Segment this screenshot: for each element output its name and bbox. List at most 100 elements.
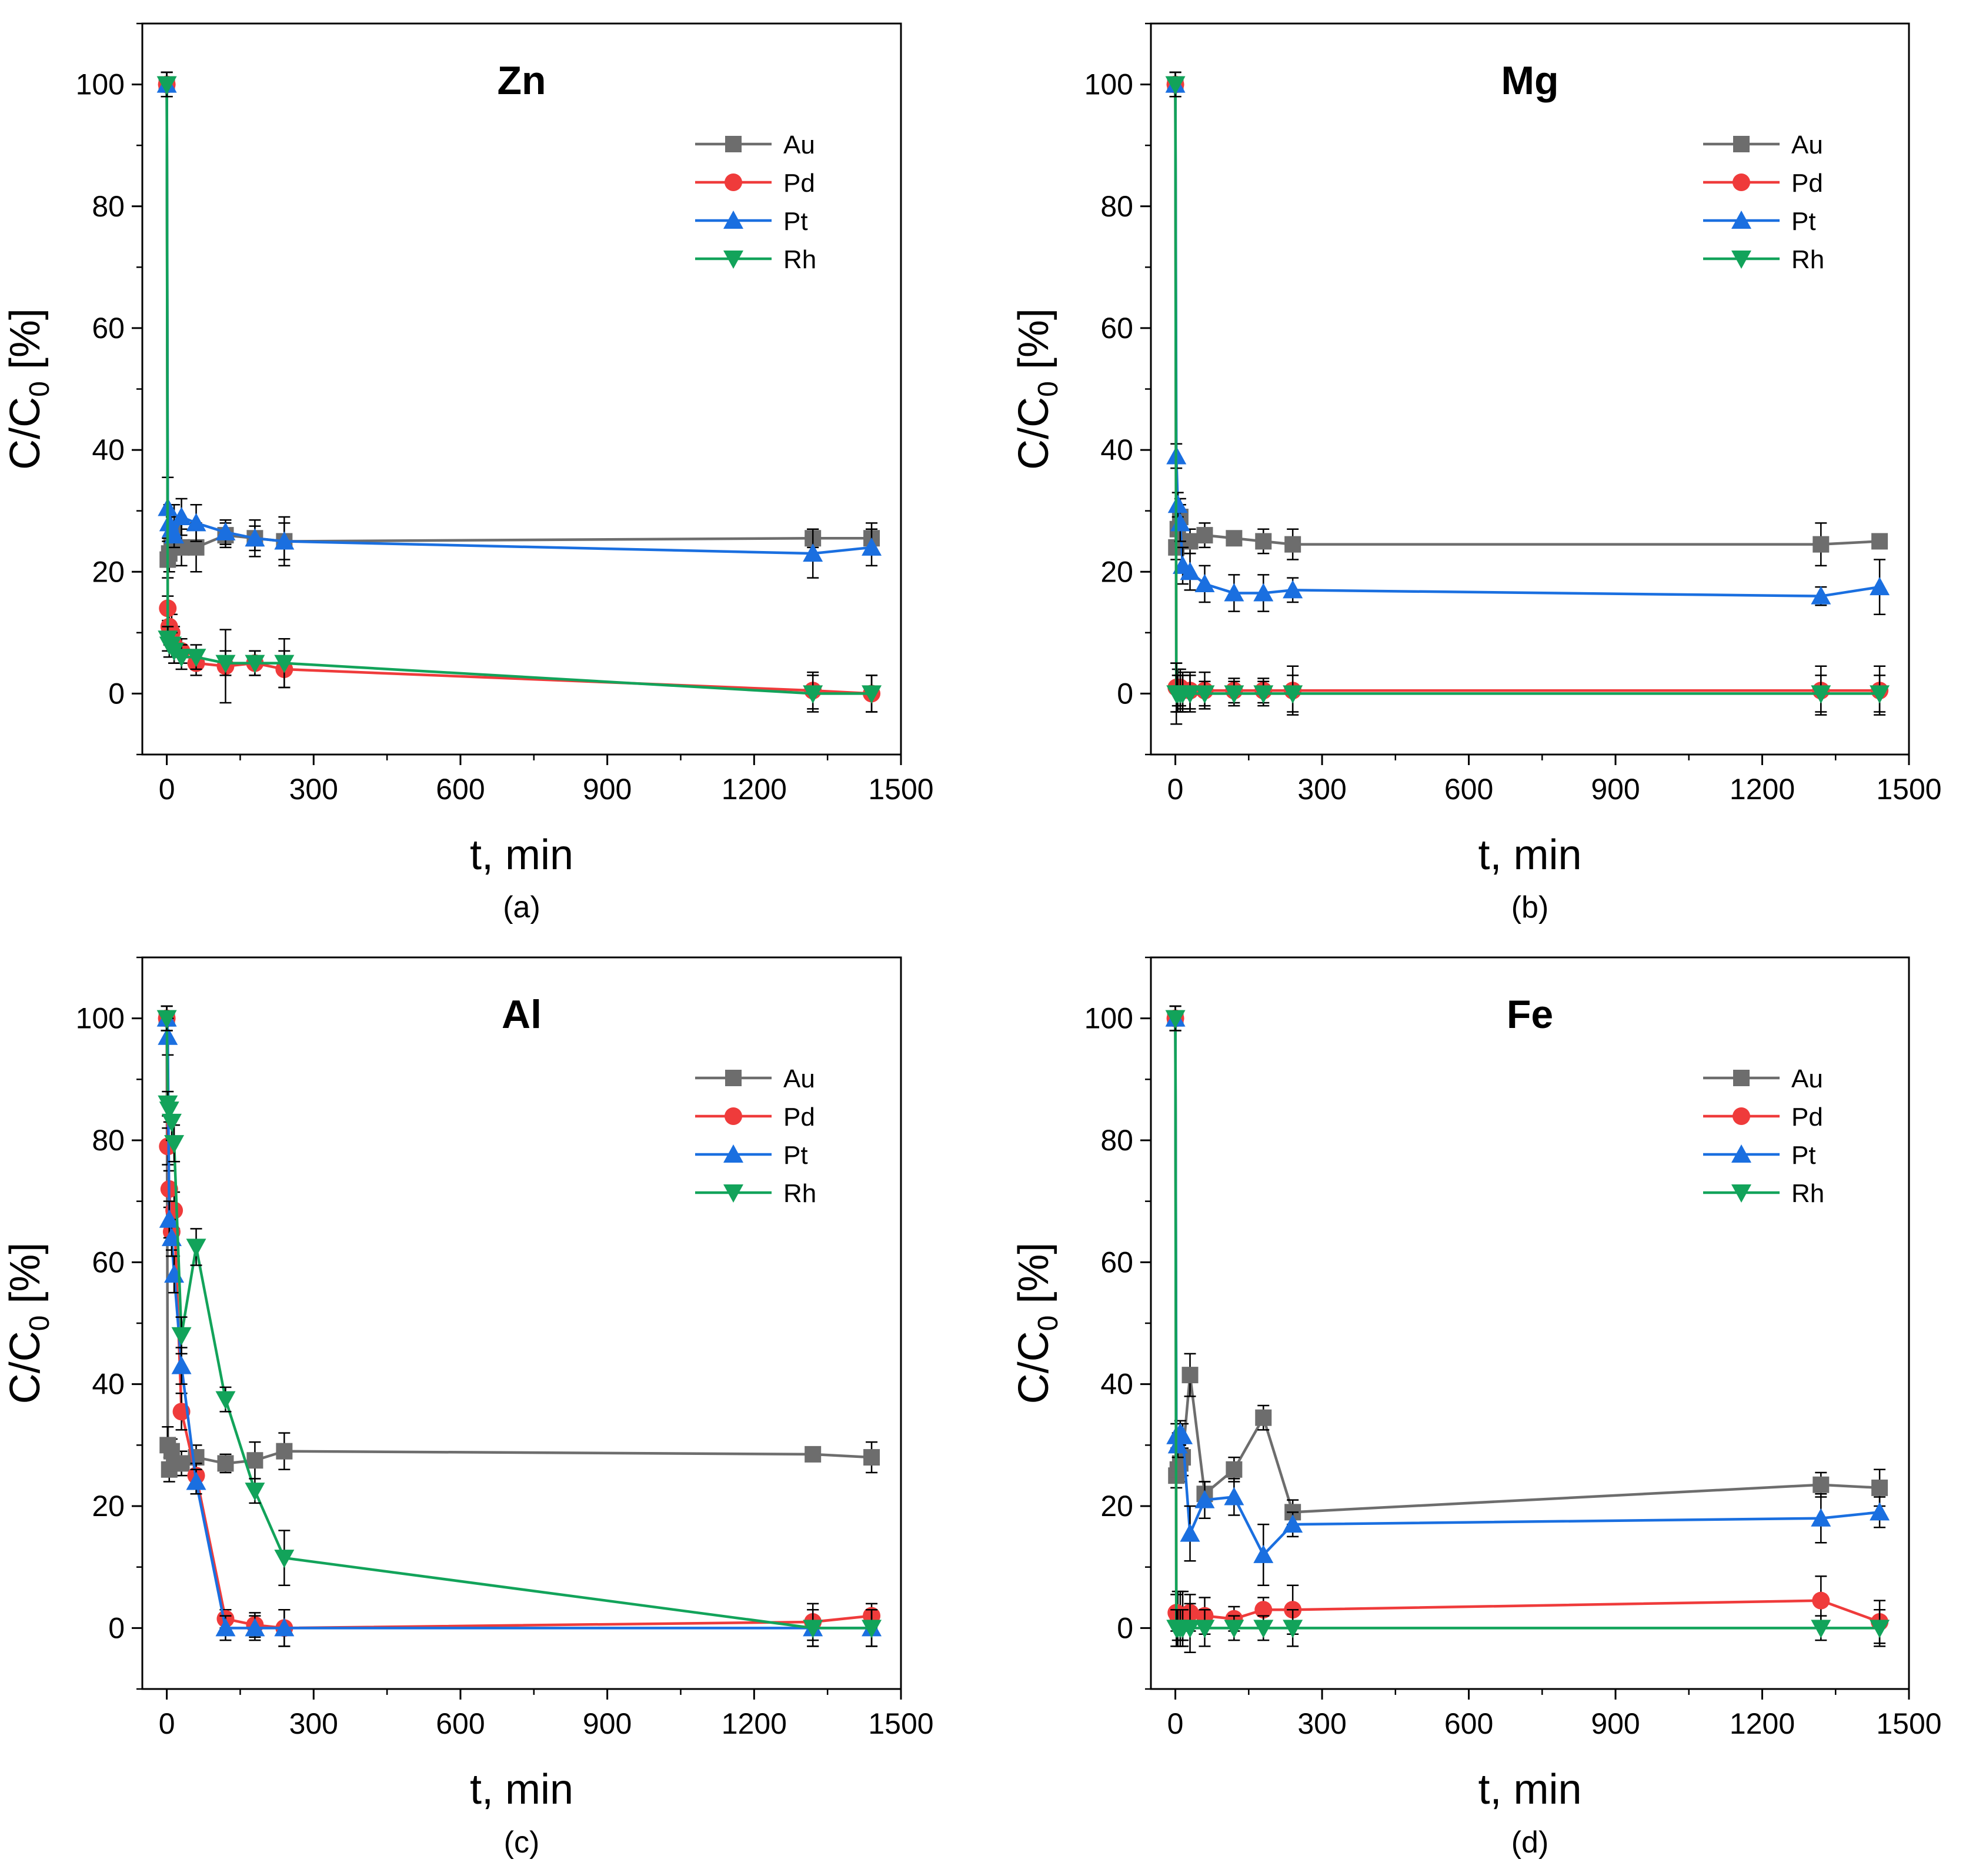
data-point [1165, 1010, 1186, 1029]
y-axis-label-tail: [%] [1010, 308, 1057, 381]
data-point [274, 655, 295, 673]
legend-label: Pd [1791, 169, 1823, 198]
legend-label: Au [1791, 131, 1823, 159]
data-point [1194, 1620, 1215, 1638]
x-tick-label: 1200 [722, 773, 787, 806]
series-line [1174, 84, 1880, 548]
data-point [276, 1443, 293, 1460]
data-point [1224, 1487, 1244, 1506]
data-point [1194, 1490, 1215, 1508]
data-point [803, 685, 823, 704]
data-point [803, 1620, 823, 1638]
data-point [274, 1550, 295, 1568]
y-tick-label: 80 [1100, 1124, 1133, 1157]
data-point [215, 1618, 236, 1637]
data-point [1870, 577, 1890, 596]
data-point [171, 1356, 192, 1374]
data-point [161, 1113, 182, 1132]
y-axis-label-tail: [%] [2, 308, 49, 381]
panel-title: Mg [1501, 58, 1558, 103]
data-point [803, 543, 823, 562]
series-line [1174, 84, 1880, 695]
data-point [862, 685, 882, 704]
legend-marker [1733, 1107, 1750, 1125]
legend-marker [1733, 136, 1750, 152]
legend-marker [1733, 173, 1750, 191]
data-point [1254, 1601, 1273, 1619]
series-pt [1165, 71, 1890, 616]
x-tick-label: 600 [436, 773, 485, 806]
y-tick-label: 60 [92, 1246, 125, 1279]
data-point [156, 1010, 177, 1029]
y-axis-label-main: C/C [1010, 1331, 1057, 1404]
data-point [862, 1620, 882, 1638]
panel-caption: (a) [503, 890, 540, 924]
legend-marker [725, 1107, 742, 1125]
legend: Au Pd Pt Rh [1703, 1064, 1824, 1208]
legend-label: Rh [1791, 245, 1824, 274]
legend-label: Au [783, 131, 815, 159]
legend-label: Rh [1791, 1179, 1824, 1208]
panel-title: Fe [1507, 992, 1553, 1037]
y-tick-label: 20 [1100, 1490, 1133, 1523]
data-point [1167, 1435, 1188, 1454]
legend-label: Au [783, 1064, 815, 1093]
data-point [173, 1455, 190, 1472]
data-point [245, 655, 265, 673]
series-pd [158, 71, 881, 713]
data-point [1813, 1476, 1830, 1493]
series-rh [1165, 1005, 1890, 1654]
x-tick-label: 1200 [1730, 1707, 1795, 1740]
series-pt [156, 71, 882, 579]
y-axis-label-main: C/C [2, 1331, 49, 1404]
legend-label: Pt [1791, 207, 1816, 236]
data-point [1165, 76, 1186, 95]
data-point [805, 1446, 822, 1463]
x-tick-label: 600 [436, 1707, 485, 1740]
data-point [1283, 1514, 1303, 1533]
y-axis-label-main: C/C [1010, 397, 1057, 470]
data-point [1196, 527, 1213, 544]
data-point [217, 1455, 234, 1472]
panel-title: Zn [497, 58, 546, 103]
y-tick-label: 0 [1117, 677, 1133, 710]
legend-marker [725, 173, 742, 191]
data-point [1284, 536, 1301, 553]
legend-marker [723, 1144, 743, 1163]
x-tick-label: 300 [289, 1707, 338, 1740]
y-tick-label: 20 [1100, 555, 1133, 588]
series-line [1174, 84, 1880, 597]
legend-marker [1731, 1144, 1751, 1163]
series-line [165, 84, 872, 695]
x-tick-label: 1200 [1730, 773, 1795, 806]
data-point [1811, 586, 1831, 605]
data-point [245, 528, 265, 547]
x-tick-label: 0 [1167, 773, 1184, 806]
data-point [1173, 1426, 1193, 1444]
legend-label: Au [1791, 1064, 1823, 1093]
legend-label: Pd [783, 169, 815, 198]
x-axis-label: t, min [1478, 1766, 1581, 1813]
data-point [1283, 580, 1303, 599]
series-pd [158, 1005, 881, 1647]
data-point [171, 649, 192, 667]
legend-label: Pt [1791, 1141, 1816, 1170]
data-point [1226, 1461, 1243, 1478]
data-point [1283, 1620, 1303, 1638]
data-point [159, 1101, 179, 1120]
series-rh [1165, 71, 1890, 725]
y-tick-label: 80 [92, 190, 125, 223]
data-point [1253, 583, 1274, 602]
x-tick-label: 1500 [1876, 1707, 1941, 1740]
panel-title: Al [502, 992, 542, 1037]
data-point [159, 1209, 179, 1228]
y-tick-label: 60 [1100, 312, 1133, 345]
legend-marker [1731, 211, 1751, 229]
data-point [1253, 685, 1274, 704]
series-line [165, 84, 872, 695]
data-point [862, 537, 882, 556]
x-tick-label: 1200 [722, 1707, 787, 1740]
data-point [1180, 562, 1200, 580]
